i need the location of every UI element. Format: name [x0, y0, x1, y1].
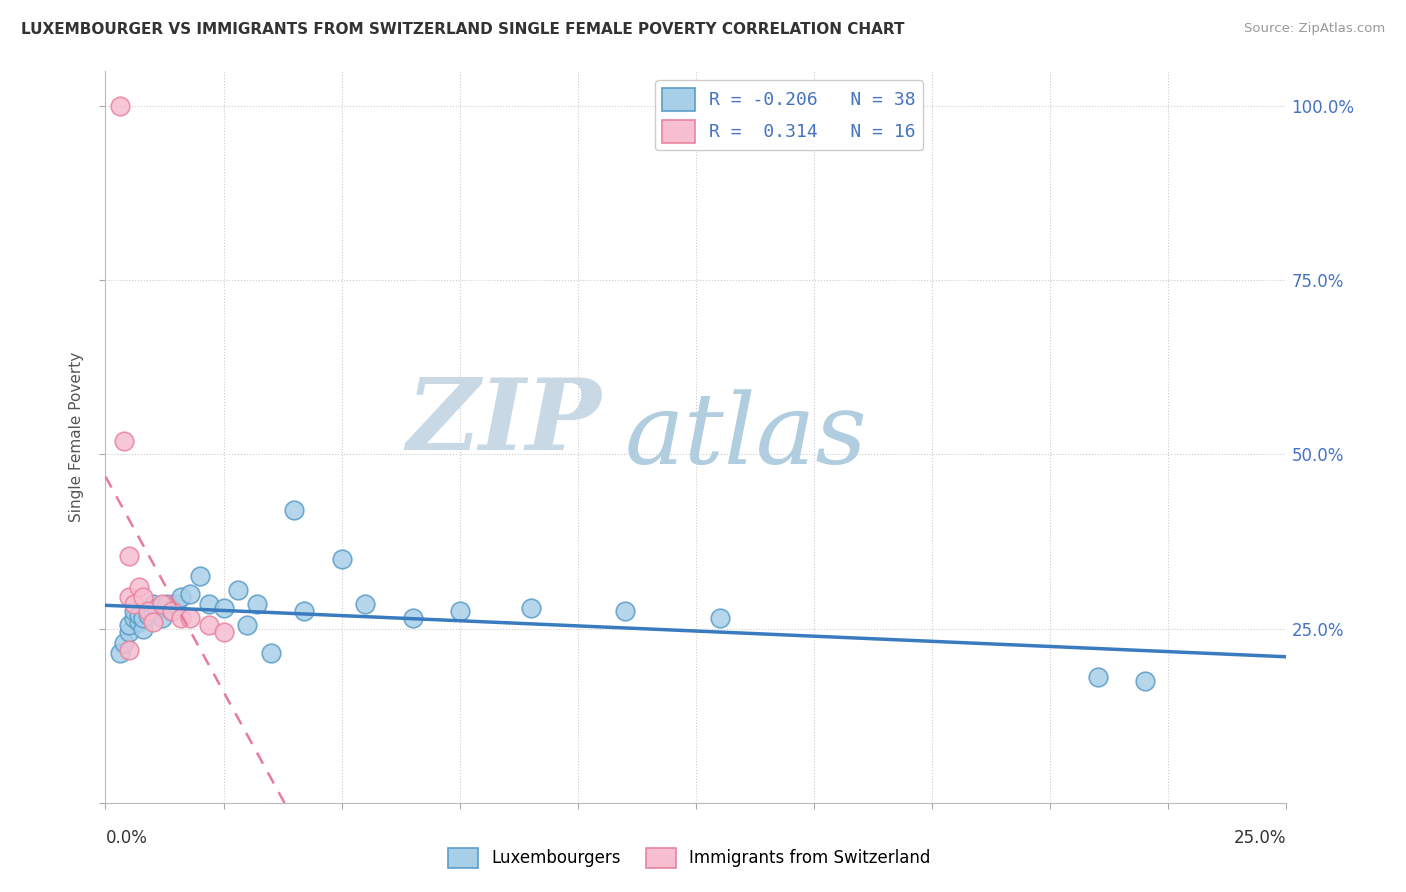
- Point: [330, 552, 353, 566]
- Point: [160, 604, 183, 618]
- Point: [160, 604, 183, 618]
- Point: [449, 604, 471, 618]
- Point: [142, 615, 165, 629]
- Point: [122, 597, 145, 611]
- Text: 0.0%: 0.0%: [105, 829, 148, 847]
- Point: [292, 604, 315, 618]
- Point: [142, 597, 165, 611]
- Point: [118, 642, 141, 657]
- Point: [188, 569, 211, 583]
- Point: [165, 597, 187, 611]
- Point: [122, 611, 145, 625]
- Point: [246, 597, 269, 611]
- Point: [132, 591, 155, 605]
- Point: [354, 597, 377, 611]
- Point: [122, 604, 145, 618]
- Point: [156, 597, 179, 611]
- Point: [170, 611, 193, 625]
- Point: [108, 99, 131, 113]
- Point: [1133, 673, 1156, 688]
- Text: LUXEMBOURGER VS IMMIGRANTS FROM SWITZERLAND SINGLE FEMALE POVERTY CORRELATION CH: LUXEMBOURGER VS IMMIGRANTS FROM SWITZERL…: [21, 22, 904, 37]
- Text: ZIP: ZIP: [406, 375, 602, 471]
- Point: [1087, 670, 1109, 684]
- Point: [132, 622, 155, 636]
- Point: [128, 615, 150, 629]
- Point: [136, 604, 159, 618]
- Point: [150, 611, 173, 625]
- Point: [150, 597, 173, 611]
- Point: [112, 434, 135, 448]
- Point: [118, 591, 141, 605]
- Text: Source: ZipAtlas.com: Source: ZipAtlas.com: [1244, 22, 1385, 36]
- Point: [170, 591, 193, 605]
- Point: [132, 611, 155, 625]
- Point: [212, 600, 235, 615]
- Point: [236, 618, 259, 632]
- Point: [283, 503, 305, 517]
- Legend: Luxembourgers, Immigrants from Switzerland: Luxembourgers, Immigrants from Switzerla…: [441, 841, 936, 875]
- Point: [112, 635, 135, 649]
- Point: [198, 618, 221, 632]
- Point: [709, 611, 731, 625]
- Point: [212, 625, 235, 640]
- Point: [179, 587, 201, 601]
- Point: [142, 604, 165, 618]
- Point: [128, 580, 150, 594]
- Point: [128, 607, 150, 622]
- Point: [614, 604, 637, 618]
- Point: [401, 611, 423, 625]
- Point: [179, 611, 201, 625]
- Text: 25.0%: 25.0%: [1234, 829, 1286, 847]
- Point: [260, 646, 283, 660]
- Point: [108, 646, 131, 660]
- Point: [519, 600, 541, 615]
- Point: [226, 583, 249, 598]
- Legend: R = -0.206   N = 38, R =  0.314   N = 16: R = -0.206 N = 38, R = 0.314 N = 16: [655, 80, 924, 150]
- Y-axis label: Single Female Poverty: Single Female Poverty: [69, 352, 84, 522]
- Point: [136, 607, 159, 622]
- Point: [146, 600, 169, 615]
- Point: [118, 549, 141, 563]
- Point: [118, 625, 141, 640]
- Text: atlas: atlas: [626, 390, 868, 484]
- Point: [118, 618, 141, 632]
- Point: [198, 597, 221, 611]
